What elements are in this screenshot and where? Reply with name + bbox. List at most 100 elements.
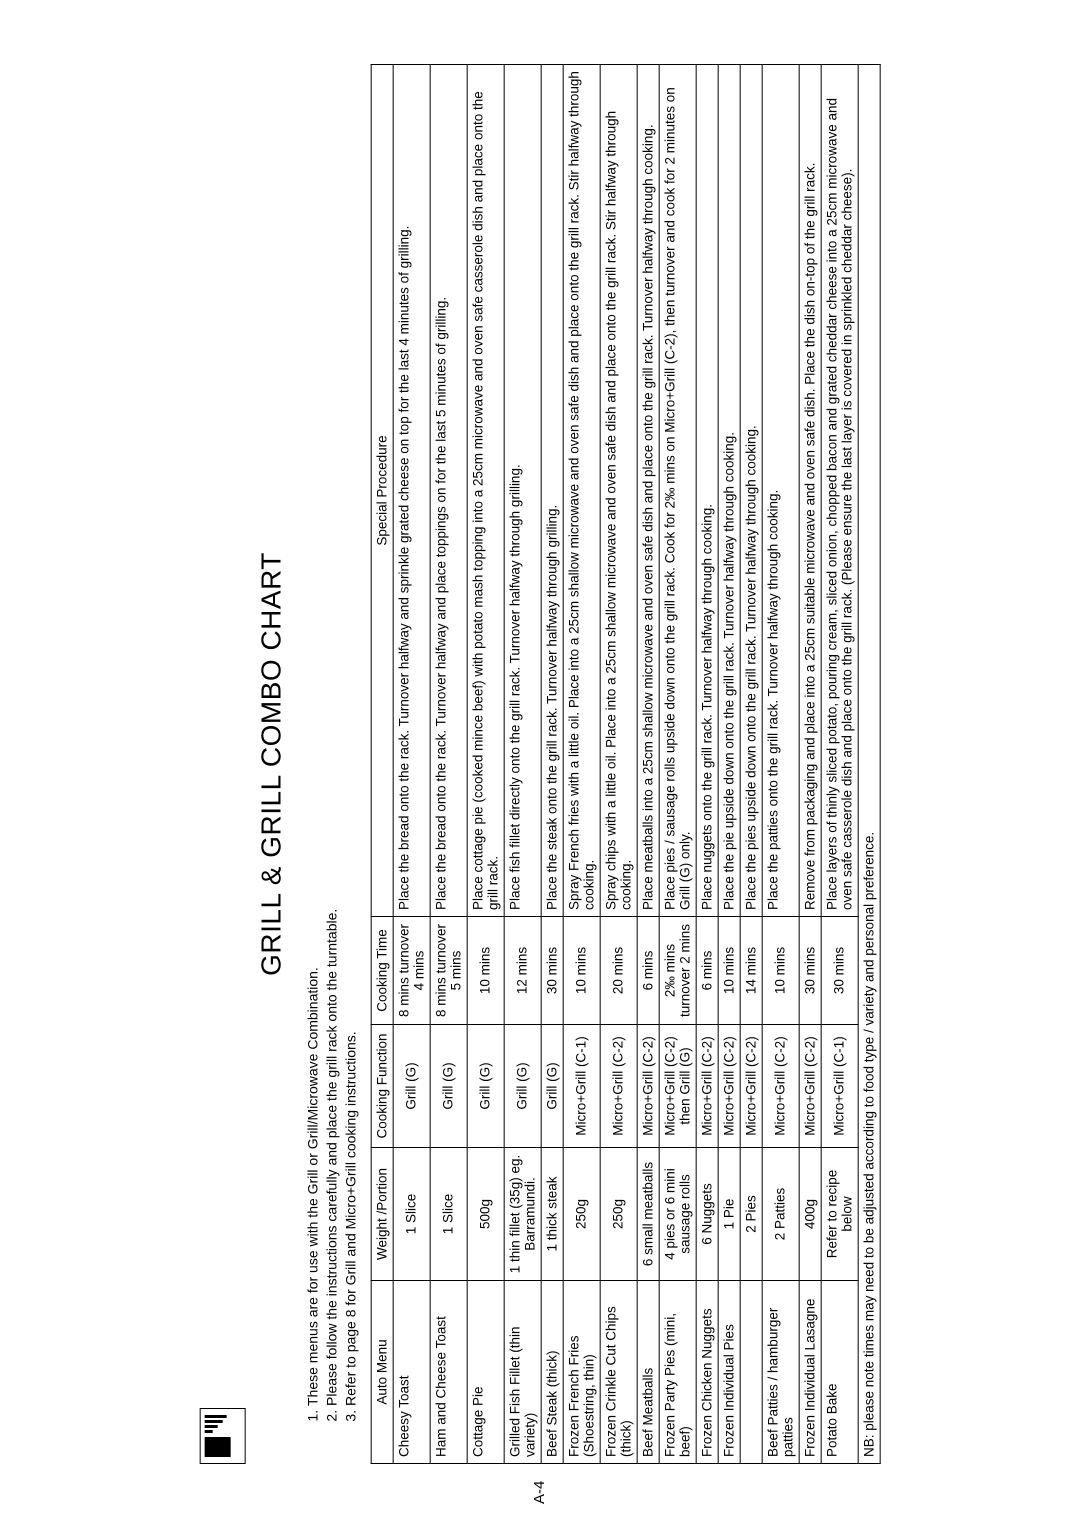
cell-time: 8 mins turnover 5 mins [430, 916, 467, 1024]
cell-menu: Frozen Chicken Nuggets [696, 1280, 718, 1463]
instruction-2: Please follow the instructions carefully… [323, 64, 342, 1406]
table-row: Cottage Pie500gGrill (G)10 minsPlace cot… [467, 64, 504, 1463]
cell-weight: 500g [467, 1147, 504, 1280]
cell-weight: 2 Pies [740, 1147, 762, 1280]
table-row: Frozen Party Pies (mini, beef)4 pies or … [659, 64, 696, 1463]
book-icon [205, 1437, 231, 1457]
cell-weight: 1 Slice [430, 1147, 467, 1280]
cell-function: Grill (G) [541, 1024, 563, 1147]
col-function: Cooking Function [371, 1024, 393, 1147]
cell-time: 10 mins [762, 916, 799, 1024]
col-auto-menu: Auto Menu [371, 1280, 393, 1463]
cell-time: 10 mins [467, 916, 504, 1024]
cell-weight: 1 thick steak [541, 1147, 563, 1280]
cell-weight: 1 Slice [393, 1147, 430, 1280]
cell-menu: Frozen Individual Pies [718, 1280, 740, 1463]
cell-procedure: Place the pie upside down onto the grill… [718, 64, 740, 916]
col-time: Cooking Time [371, 916, 393, 1024]
cell-weight: 6 small meatballs [637, 1147, 659, 1280]
cell-function: Micro+Grill (C-2) then Grill (G) [659, 1024, 696, 1147]
cell-procedure: Place fish fillet directly onto the gril… [504, 64, 541, 916]
cell-menu: Beef Steak (thick) [541, 1280, 563, 1463]
table-row: Grilled Fish Fillet (thin variety)1 thin… [504, 64, 541, 1463]
cell-function: Grill (G) [504, 1024, 541, 1147]
page: A-4 GRILL & GRILL COMBO CHART These menu… [0, 0, 1080, 1527]
cell-time: 30 mins [541, 916, 563, 1024]
cell-procedure: Place nuggets onto the grill rack. Turno… [696, 64, 718, 916]
cell-menu: Beef Patties / hamburger patties [762, 1280, 799, 1463]
cell-function: Micro+Grill (C-1) [821, 1024, 858, 1147]
page-title: GRILL & GRILL COMBO CHART [256, 64, 288, 1464]
cell-procedure: Spray chips with a little oil. Place int… [600, 64, 637, 916]
cell-function: Grill (G) [467, 1024, 504, 1147]
cell-procedure: Place meatballs into a 25cm shallow micr… [637, 64, 659, 916]
cell-menu: Cheesy Toast [393, 1280, 430, 1463]
cell-function: Grill (G) [430, 1024, 467, 1147]
cell-time: 6 mins [696, 916, 718, 1024]
cell-time: 10 mins [718, 916, 740, 1024]
instruction-1: These menus are for use with the Grill o… [304, 64, 323, 1406]
cell-function: Micro+Grill (C-1) [563, 1024, 600, 1147]
footnote: NB: please note times may need to be adj… [858, 64, 880, 1464]
cell-weight: Refer to recipe below [821, 1147, 858, 1280]
cell-time: 20 mins [600, 916, 637, 1024]
cell-menu: Ham and Cheese Toast [430, 1280, 467, 1463]
cell-procedure: Place the bread onto the rack. Turnover … [393, 64, 430, 916]
cell-function: Grill (G) [393, 1024, 430, 1147]
cell-function: Micro+Grill (C-2) [762, 1024, 799, 1147]
table-header-row: Auto Menu Weight /Portion Cooking Functi… [371, 64, 393, 1463]
cell-time: 6 mins [637, 916, 659, 1024]
cell-menu: Beef Meatballs [637, 1280, 659, 1463]
cell-function: Micro+Grill (C-2) [740, 1024, 762, 1147]
cell-time: 30 mins [821, 916, 858, 1024]
table-row: Frozen French Fries (Shoestring, thin)25… [563, 64, 600, 1463]
cell-function: Micro+Grill (C-2) [799, 1024, 821, 1147]
cell-weight: 4 pies or 6 mini sausage rolls [659, 1147, 696, 1280]
table-row: Frozen Individual Lasagne400gMicro+Grill… [799, 64, 821, 1463]
cell-weight: 1 Pie [718, 1147, 740, 1280]
cell-time: 2‰ mins turnover 2 mins [659, 916, 696, 1024]
cell-menu [740, 1280, 762, 1463]
cell-function: Micro+Grill (C-2) [637, 1024, 659, 1147]
rotated-container: A-4 GRILL & GRILL COMBO CHART These menu… [200, 64, 881, 1464]
cell-menu: Frozen French Fries (Shoestring, thin) [563, 1280, 600, 1463]
cell-function: Micro+Grill (C-2) [718, 1024, 740, 1147]
cell-weight: 2 Patties [762, 1147, 799, 1280]
table-row: Cheesy Toast1 SliceGrill (G)8 mins turno… [393, 64, 430, 1463]
cell-menu: Grilled Fish Fillet (thin variety) [504, 1280, 541, 1463]
col-procedure: Special Procedure [371, 64, 393, 916]
bars-icon [205, 1415, 227, 1433]
cell-time: 12 mins [504, 916, 541, 1024]
cell-time: 30 mins [799, 916, 821, 1024]
cell-menu: Potato Bake [821, 1280, 858, 1463]
cell-procedure: Place the bread onto the rack. Turnover … [430, 64, 467, 916]
page-number: A-4 [531, 1480, 548, 1503]
table-row: Beef Steak (thick)1 thick steakGrill (G)… [541, 64, 563, 1463]
cell-menu: Cottage Pie [467, 1280, 504, 1463]
cell-procedure: Place the steak onto the grill rack. Tur… [541, 64, 563, 916]
manual-icon [200, 1408, 246, 1464]
cell-procedure: Place pies / sausage rolls upside down o… [659, 64, 696, 916]
instructions: These menus are for use with the Grill o… [304, 64, 361, 1428]
cell-function: Micro+Grill (C-2) [600, 1024, 637, 1147]
cell-weight: 250g [563, 1147, 600, 1280]
cell-time: 14 mins [740, 916, 762, 1024]
cell-menu: Frozen Crinkle Cut Chips (thick) [600, 1280, 637, 1463]
cell-menu: Frozen Individual Lasagne [799, 1280, 821, 1463]
combo-chart-table: Auto Menu Weight /Portion Cooking Functi… [370, 64, 858, 1464]
cell-procedure: Place the pies upside down onto the gril… [740, 64, 762, 916]
cell-weight: 6 Nuggets [696, 1147, 718, 1280]
cell-function: Micro+Grill (C-2) [696, 1024, 718, 1147]
table-body: Cheesy Toast1 SliceGrill (G)8 mins turno… [393, 64, 858, 1463]
cell-weight: 400g [799, 1147, 821, 1280]
table-row: Ham and Cheese Toast1 SliceGrill (G)8 mi… [430, 64, 467, 1463]
cell-time: 10 mins [563, 916, 600, 1024]
table-row: Frozen Chicken Nuggets6 NuggetsMicro+Gri… [696, 64, 718, 1463]
table-row: 2 PiesMicro+Grill (C-2)14 minsPlace the … [740, 64, 762, 1463]
instruction-3: Refer to page 8 for Grill and Micro+Gril… [341, 64, 360, 1406]
col-weight: Weight /Portion [371, 1147, 393, 1280]
cell-procedure: Remove from packaging and place into a 2… [799, 64, 821, 916]
cell-time: 8 mins turnover 4 mins [393, 916, 430, 1024]
table-row: Frozen Individual Pies1 PieMicro+Grill (… [718, 64, 740, 1463]
cell-menu: Frozen Party Pies (mini, beef) [659, 1280, 696, 1463]
